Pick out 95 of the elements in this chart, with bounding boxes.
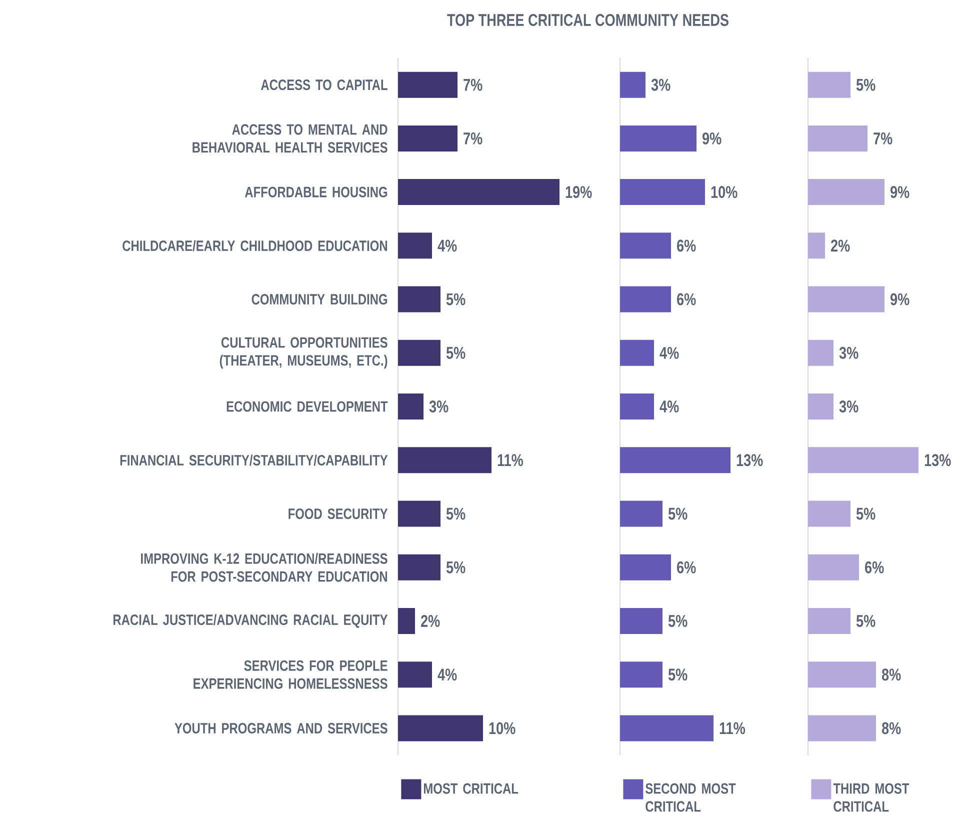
bar <box>398 608 415 634</box>
data-label: 7% <box>464 78 482 91</box>
y-tick-label: IMPROVING K-12 EDUCATION/READINESS FOR POST-SECONDARY EDUCATION <box>141 552 388 582</box>
data-label: 10% <box>711 186 738 198</box>
bar <box>808 554 860 580</box>
data-label: 9% <box>890 186 910 198</box>
bar <box>398 72 458 98</box>
data-label: 9% <box>702 132 722 144</box>
data-label: 10% <box>489 722 516 734</box>
y-tick-label: ECONOMIC DEVELOPMENT <box>226 401 388 412</box>
data-label: 3% <box>839 346 858 359</box>
data-label: 4% <box>438 240 457 252</box>
bar <box>808 286 885 312</box>
bar <box>398 125 458 152</box>
data-label: 5% <box>856 78 876 91</box>
data-label: 13% <box>924 454 951 466</box>
bar <box>808 72 851 98</box>
data-label: 8% <box>882 668 901 681</box>
bar <box>808 125 868 152</box>
bar <box>398 447 492 474</box>
chart-title: TOP THREE CRITICAL COMMUNITY NEEDS <box>447 14 728 26</box>
data-label: 11% <box>720 722 746 734</box>
data-label: 5% <box>668 615 688 627</box>
bar <box>808 394 834 420</box>
bar <box>398 340 440 366</box>
y-tick-label: FOOD SECURITY <box>288 508 388 520</box>
bar <box>620 340 654 366</box>
y-tick-label: ACCESS TO MENTAL AND BEHAVIORAL HEALTH SERVICES <box>192 124 388 153</box>
bar <box>398 394 424 420</box>
bar <box>808 340 834 366</box>
data-label: 5% <box>446 293 466 306</box>
bar <box>398 554 440 580</box>
data-label: 2% <box>420 615 440 627</box>
y-tick-label: SERVICES FOR PEOPLE EXPERIENCING HOMELESSNESS <box>194 660 388 689</box>
y-tick-label: RACIAL JUSTICE/ADVANCING RACIAL EQUITY <box>114 614 388 628</box>
data-label: 5% <box>446 508 466 520</box>
bar <box>620 232 672 259</box>
data-label: 19% <box>566 186 592 198</box>
bar <box>808 500 851 527</box>
bar <box>398 500 440 527</box>
data-label: 7% <box>874 132 892 144</box>
data-label: 8% <box>882 722 901 734</box>
data-label: 4% <box>660 400 679 412</box>
legend-label: SECOND MOST CRITICAL <box>646 783 736 812</box>
data-label: 6% <box>677 240 696 252</box>
bar <box>398 179 560 206</box>
data-label: 2% <box>831 240 850 252</box>
y-tick-label: CULTURAL OPPORTUNITIES (THEATER, MUSEUMS, ETC.) <box>220 337 388 369</box>
data-label: 3% <box>839 400 858 413</box>
data-label: 4% <box>438 668 457 681</box>
legend-label: THIRD MOST CRITICAL <box>833 783 910 812</box>
bar <box>620 715 714 742</box>
bar <box>808 179 885 206</box>
data-label: 6% <box>865 561 884 574</box>
bar <box>398 286 440 312</box>
bar <box>620 179 706 206</box>
data-label: 3% <box>651 78 670 91</box>
bar <box>620 662 663 688</box>
data-label: 5% <box>668 508 688 520</box>
data-label: 4% <box>660 346 679 359</box>
data-label: 5% <box>446 346 466 359</box>
bar <box>398 662 432 688</box>
data-label: 13% <box>736 454 763 466</box>
bar <box>398 715 483 742</box>
bar <box>620 554 672 580</box>
bar <box>620 500 663 527</box>
bar <box>620 72 646 98</box>
data-label: 6% <box>677 293 696 306</box>
data-label: 9% <box>890 293 910 306</box>
bar <box>620 608 663 634</box>
legend-label: MOST CRITICAL <box>424 783 518 794</box>
bar <box>808 715 876 742</box>
data-label: 5% <box>668 668 688 681</box>
bar <box>620 125 697 152</box>
bar <box>808 608 851 634</box>
bar <box>808 662 876 688</box>
data-label: 7% <box>464 132 482 144</box>
data-label: 3% <box>429 400 448 413</box>
data-label: 5% <box>446 561 466 574</box>
data-label: 6% <box>677 561 696 574</box>
bar <box>808 447 919 474</box>
data-label: 5% <box>856 615 876 627</box>
y-tick-label: ACCESS TO CAPITAL <box>261 80 388 90</box>
y-tick-label: CHILDCARE/EARLY CHILDHOOD EDUCATION <box>122 240 387 252</box>
bar <box>398 232 432 259</box>
y-tick-label: COMMUNITY BUILDING <box>252 294 388 305</box>
bar <box>620 286 672 312</box>
y-tick-label: FINANCIAL SECURITY/STABILITY/CAPABILITY <box>120 454 388 466</box>
y-tick-label: YOUTH PROGRAMS AND SERVICES <box>174 722 388 734</box>
bar <box>620 394 654 420</box>
data-label: 11% <box>498 454 524 466</box>
bar <box>808 232 826 259</box>
bar <box>620 447 731 474</box>
data-label: 5% <box>856 508 876 520</box>
y-tick-label: AFFORDABLE HOUSING <box>244 186 388 198</box>
